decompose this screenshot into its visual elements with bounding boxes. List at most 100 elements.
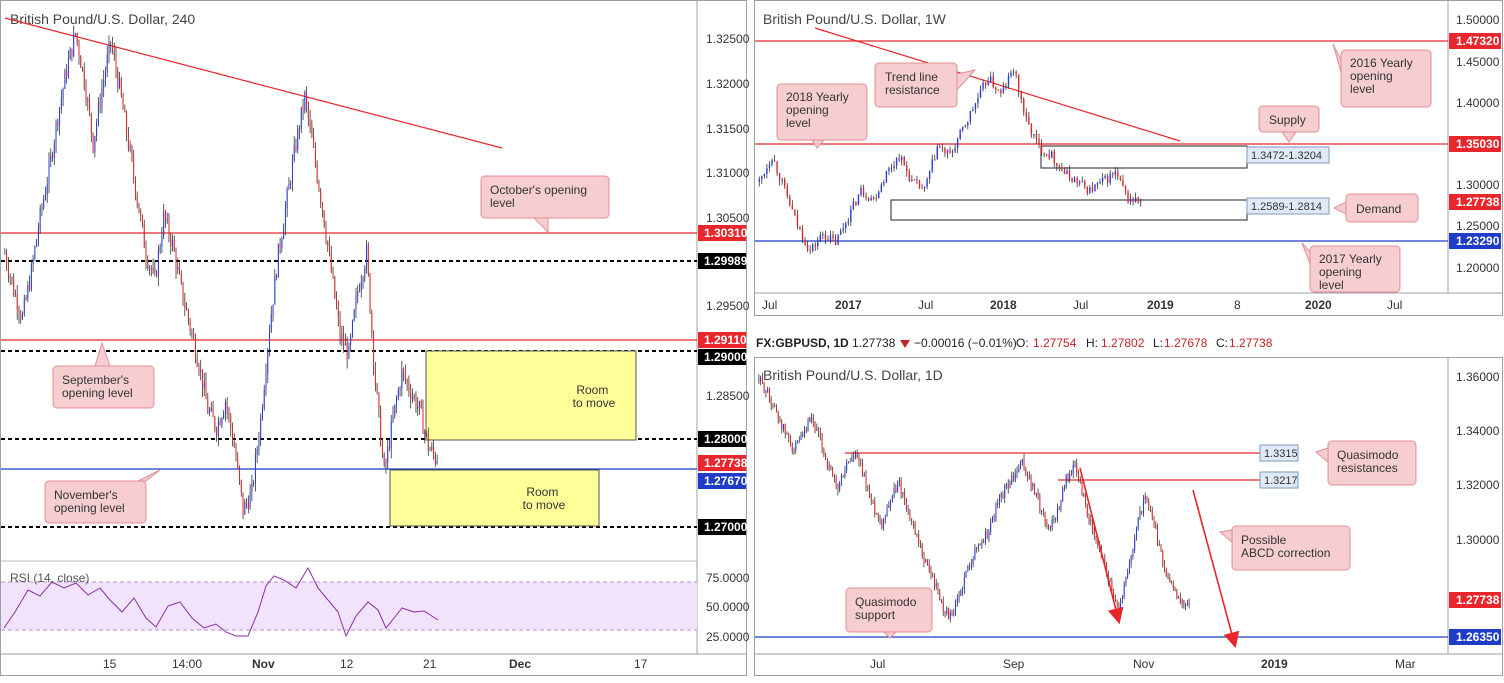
candle-down (768, 388, 770, 399)
room-to-move-lower (389, 469, 600, 527)
candle-down (415, 396, 417, 409)
level-label-13315: 1.3315 (1264, 448, 1298, 460)
y-tick: 1.32000 (706, 77, 750, 91)
candle-down (842, 476, 844, 478)
candle-down (1076, 178, 1078, 184)
candle-down (827, 239, 829, 242)
candle-up (411, 396, 413, 400)
candle-down (939, 592, 941, 601)
candle-up (60, 98, 62, 108)
candle-up (366, 245, 368, 269)
y-axis-4h: 1.32500 1.32000 1.31500 1.31000 1.30500 … (706, 32, 750, 403)
candle-down (136, 195, 138, 204)
candle-up (911, 179, 913, 181)
candle-up (847, 461, 849, 463)
candle-up (267, 350, 269, 374)
candle-down (858, 457, 860, 464)
candle-down (801, 228, 804, 240)
candle-down (52, 154, 54, 159)
candle-up (946, 149, 949, 154)
candle-up (928, 171, 931, 179)
candle-down (242, 492, 244, 515)
candle-down (1088, 516, 1090, 520)
candle-down (314, 146, 316, 165)
candle-down (187, 309, 189, 321)
candle-down (906, 165, 908, 172)
candle-up (1137, 517, 1139, 528)
candle-up (1005, 86, 1007, 88)
candle-up (926, 178, 928, 187)
candle-up (956, 598, 958, 603)
candle-down (406, 380, 408, 383)
candle-down (875, 197, 877, 199)
candle-up (798, 439, 800, 441)
candle-up (290, 183, 292, 185)
candle-up (811, 417, 813, 419)
candle-down (316, 164, 318, 182)
candle-down (1034, 483, 1036, 495)
candle-up (351, 320, 353, 336)
candle-down (332, 271, 334, 277)
candle-up (1185, 604, 1187, 606)
candle-down (1049, 528, 1051, 530)
candle-up (990, 522, 992, 532)
candle-up (822, 234, 824, 236)
candle-up (43, 199, 45, 208)
candle-up (1101, 177, 1104, 182)
y-tick: 1.30000 (1456, 533, 1500, 547)
candle-down (1055, 518, 1057, 520)
candle-up (1078, 182, 1081, 184)
candle-up (1032, 483, 1034, 487)
candle-down (276, 275, 278, 278)
price-label: 1.29110 (704, 333, 747, 347)
candle-up (67, 59, 69, 77)
candle-up (979, 89, 982, 98)
x-tick: 21 (423, 657, 437, 671)
x-tick: 2019 (1261, 657, 1288, 671)
candle-down (909, 509, 911, 519)
candle-down (1183, 600, 1185, 606)
candle-up (902, 492, 904, 494)
candle-down (343, 334, 345, 346)
candle-up (119, 78, 121, 88)
candle-down (995, 87, 997, 90)
x-tick: Nov (1133, 657, 1154, 671)
candle-down (837, 484, 839, 491)
candle-up (852, 201, 855, 209)
open-value: 1.27754 (1033, 336, 1077, 350)
candle-down (193, 332, 195, 339)
candle-up (1121, 597, 1123, 601)
candle-up (161, 236, 163, 247)
candle-down (951, 612, 953, 615)
candle-down (1028, 116, 1030, 125)
panel-weekly: British Pound/U.S. Dollar, 1W 1.3472-1.3… (754, 0, 1503, 316)
candle-down (299, 128, 301, 130)
callout-trend-line: Trend line resistance (874, 62, 977, 108)
candle-up (883, 518, 885, 528)
candle-down (794, 209, 796, 215)
candle-up (795, 442, 797, 451)
candle-down (1091, 187, 1094, 192)
candle-up (891, 495, 893, 500)
candle-down (918, 180, 921, 189)
price-labels-daily: 1.27738 1.26350 (1449, 592, 1501, 645)
candle-up (253, 482, 255, 484)
candle-down (311, 125, 313, 138)
candle-down (1179, 597, 1181, 604)
candle-up (270, 314, 272, 332)
candle-up (44, 194, 46, 200)
candle-up (845, 223, 847, 229)
candle-down (78, 42, 80, 57)
candle-up (413, 396, 415, 398)
candle-down (903, 156, 905, 166)
candle-up (847, 221, 849, 224)
candle-up (1129, 198, 1132, 203)
candle-down (134, 177, 136, 196)
candle-down (781, 422, 783, 430)
candle-down (124, 109, 126, 113)
candle-up (956, 138, 959, 148)
candle-down (240, 480, 242, 493)
candle-up (767, 388, 769, 393)
candle-up (987, 81, 989, 86)
